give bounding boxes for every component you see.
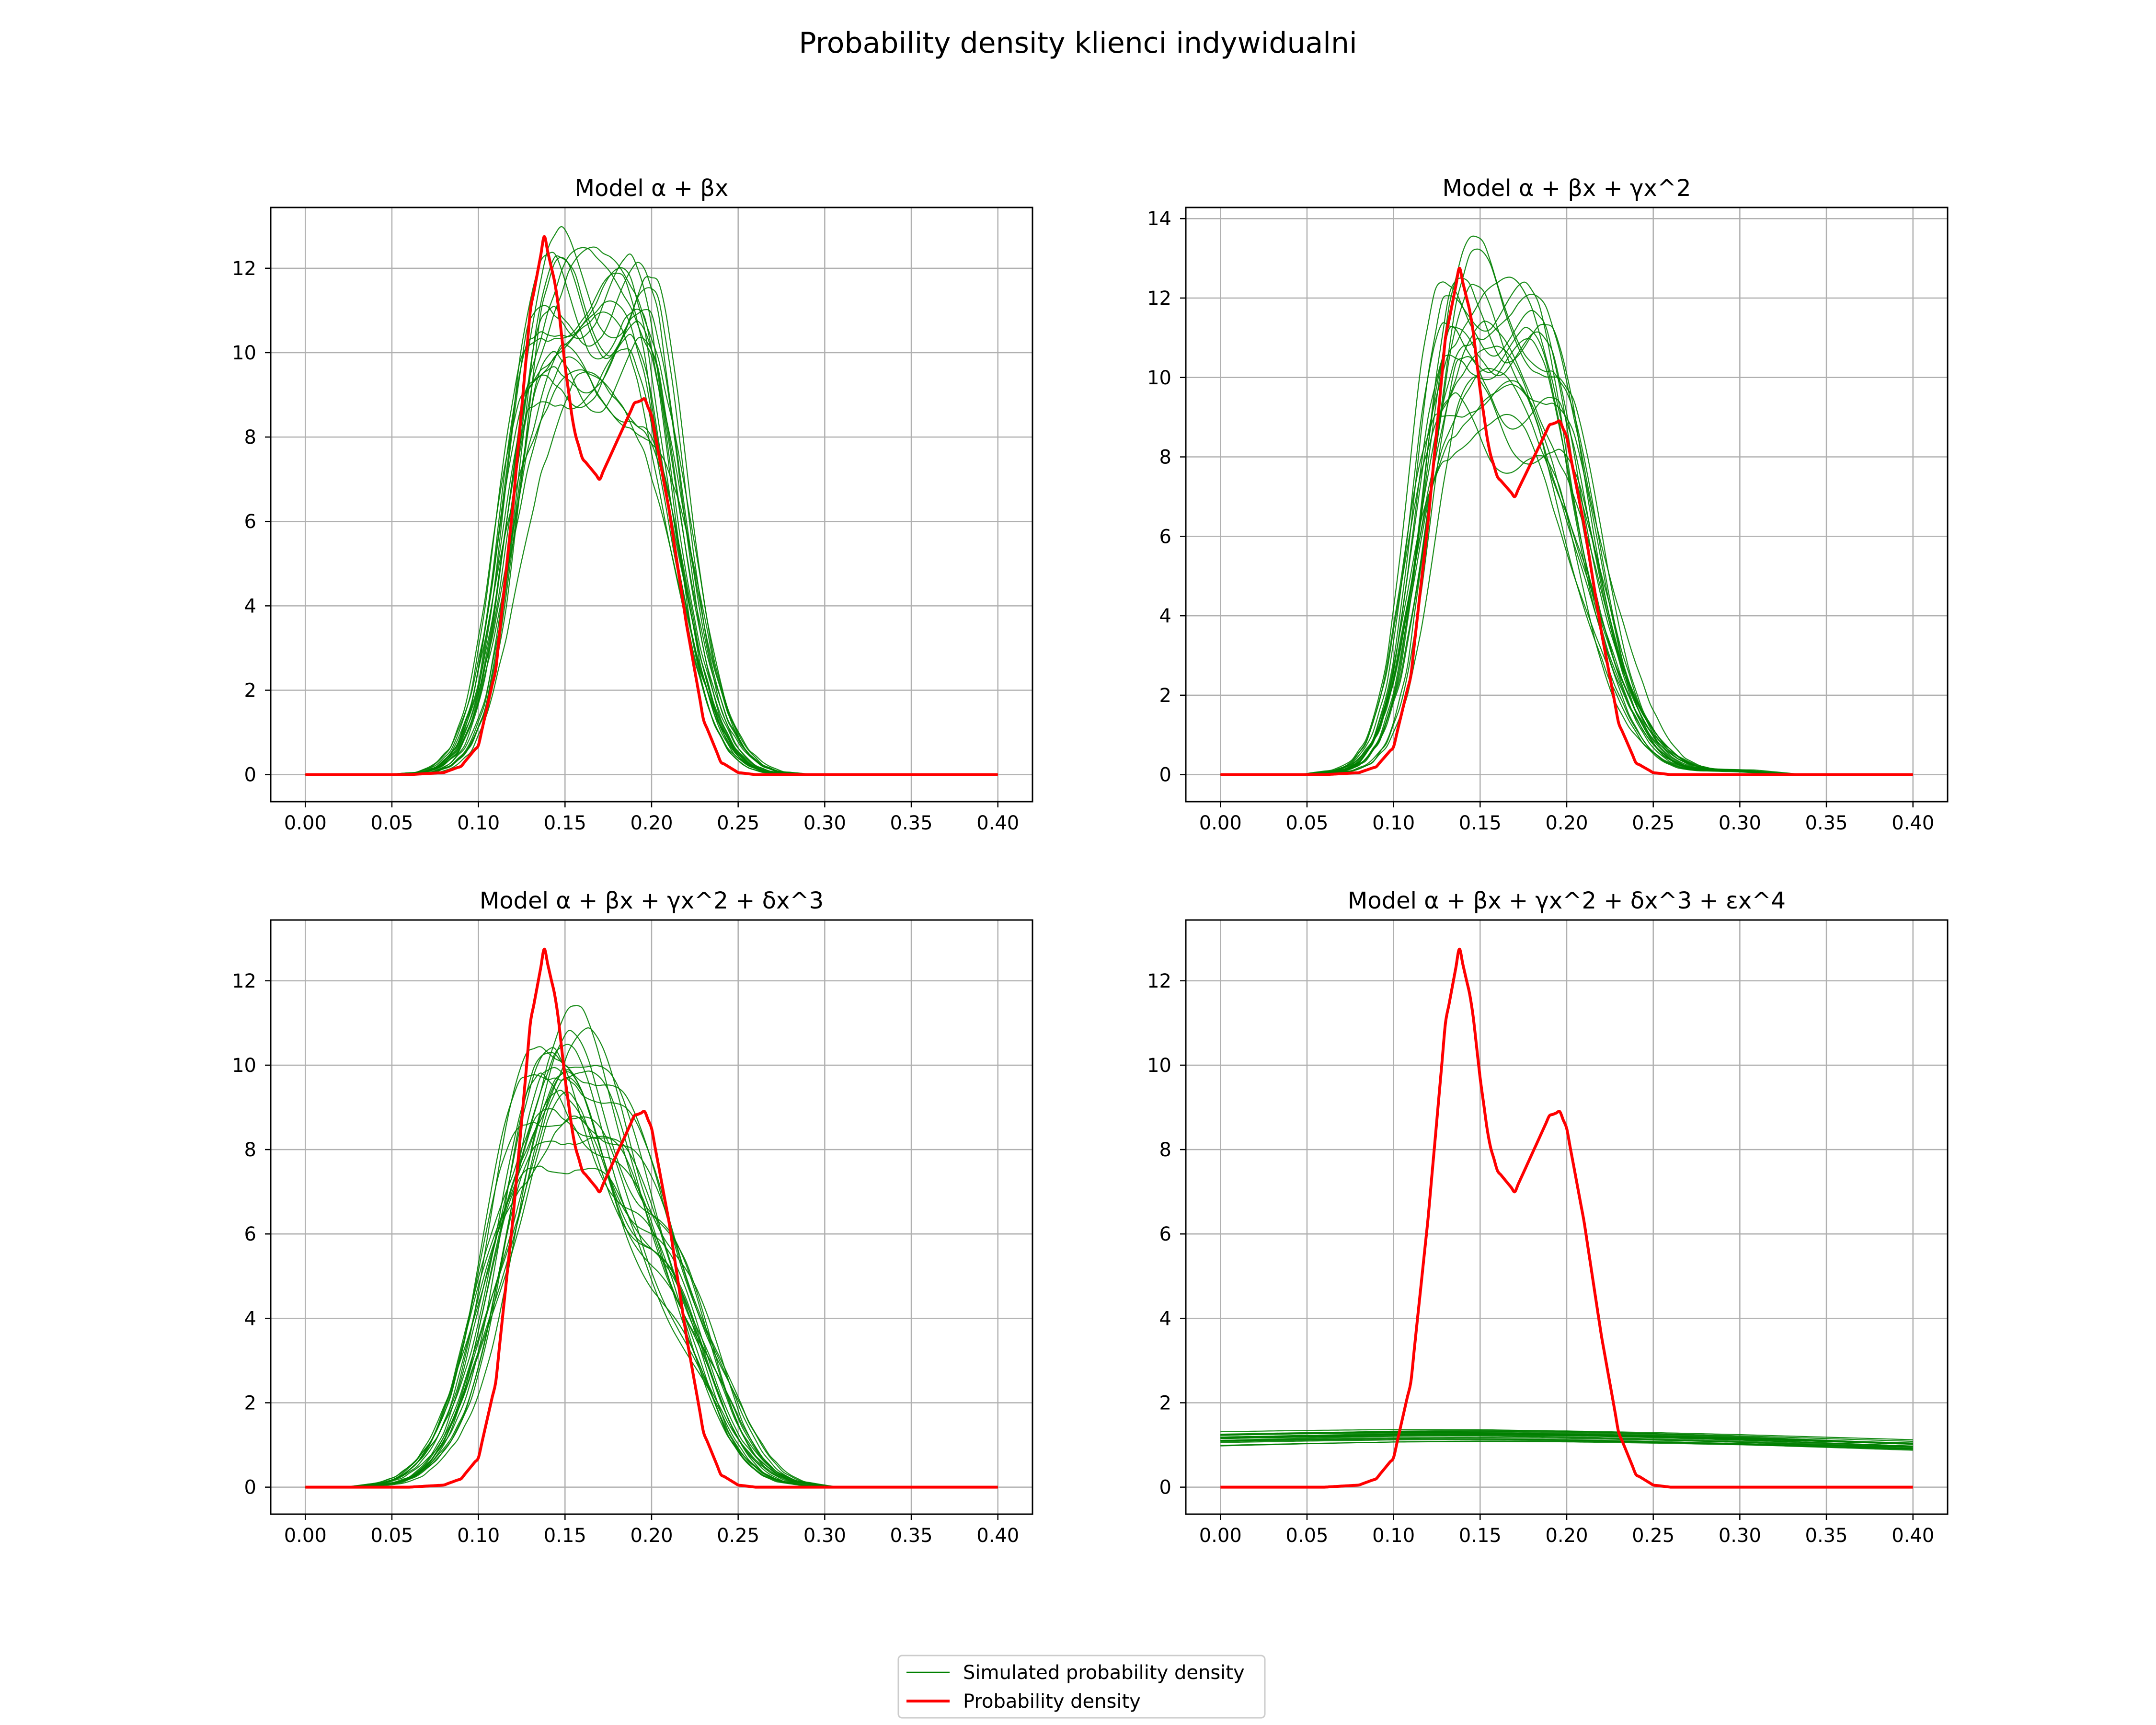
x-tick-label: 0.10 xyxy=(457,1525,500,1547)
x-tick-label: 0.05 xyxy=(1285,812,1328,834)
subplot-grid: 0.00 0.05 0.10 0.15 0.20 0.25 0.30 0.35 0.40 0 2 4 6… xyxy=(232,175,1949,1547)
axes-frame xyxy=(1185,207,1949,803)
figure-title: Probability density klienci indywidualni xyxy=(799,26,1357,60)
x-tick-label: 0.20 xyxy=(1545,1525,1588,1547)
x-tick-label: 0.00 xyxy=(1199,812,1242,834)
x-tick-label: 0.15 xyxy=(1459,812,1502,834)
subplot-4: 0.00 0.05 0.10 0.15 0.20 0.25 0.30 0.35 0.40 0 2 4 6… xyxy=(1147,887,1949,1547)
y-tick-label: 12 xyxy=(232,258,256,280)
legend-density-label: Probability density xyxy=(963,1690,1141,1713)
x-tick-label: 0.25 xyxy=(717,812,759,834)
legend-frame xyxy=(897,1655,1266,1719)
simulated-density-line xyxy=(1220,1438,1913,1451)
y-tick-label: 4 xyxy=(1159,1308,1171,1330)
y-tick-label: 0 xyxy=(244,1477,256,1499)
y-tick-label: 12 xyxy=(1147,288,1171,310)
x-tick-label: 0.05 xyxy=(370,1525,413,1547)
x-tick-label: 0.30 xyxy=(1719,1525,1761,1547)
subplot-title: Model α + βx + γx^2 + δx^3 xyxy=(480,887,824,914)
y-tick-label: 2 xyxy=(244,1392,256,1414)
simulated-density-line xyxy=(1220,1430,1913,1440)
x-tick-label: 0.40 xyxy=(976,812,1019,834)
y-tick-label: 0 xyxy=(1159,764,1171,786)
y-tick-label: 6 xyxy=(244,1223,256,1245)
x-tick-label: 0.00 xyxy=(1199,1525,1242,1547)
x-tick-label: 0.00 xyxy=(284,1525,327,1547)
plot-area xyxy=(305,947,998,1489)
simulated-density-line xyxy=(1220,1433,1913,1444)
y-tick-label: 0 xyxy=(244,764,256,786)
y-tick-label: 6 xyxy=(244,511,256,533)
legend: Simulated probability density Probabilit… xyxy=(897,1655,1266,1719)
x-tick-label: 0.10 xyxy=(1372,1525,1415,1547)
y-tick-label: 4 xyxy=(244,1308,256,1330)
probability-density-line xyxy=(305,235,998,776)
subplot-title: Model α + βx + γx^2 + δx^3 + εx^4 xyxy=(1348,887,1786,914)
subplot-1: 0.00 0.05 0.10 0.15 0.20 0.25 0.30 0.35 0.40 0 2 4 6… xyxy=(232,175,1033,834)
y-tick-label: 4 xyxy=(1159,605,1171,627)
simulated-density-line xyxy=(1220,1435,1913,1449)
x-tick-label: 0.15 xyxy=(544,1525,586,1547)
y-tick-label: 8 xyxy=(244,1139,256,1161)
x-tick-label: 0.30 xyxy=(803,812,846,834)
x-tick-label: 0.20 xyxy=(630,1525,673,1547)
x-tick-label: 0.25 xyxy=(717,1525,759,1547)
y-tick-label: 10 xyxy=(232,342,256,364)
y-tick-label: 8 xyxy=(244,426,256,448)
x-tick-label: 0.20 xyxy=(1545,812,1588,834)
x-tick-label: 0.35 xyxy=(890,812,933,834)
subplot-title: Model α + βx xyxy=(575,175,729,202)
x-tick-label: 0.10 xyxy=(457,812,500,834)
y-tick-label: 2 xyxy=(1159,685,1171,707)
x-tick-label: 0.20 xyxy=(630,812,673,834)
x-tick-label: 0.15 xyxy=(544,812,586,834)
axes-frame xyxy=(270,207,1033,803)
x-tick-label: 0.30 xyxy=(1719,812,1761,834)
plot-area xyxy=(305,226,998,776)
y-tick-label: 2 xyxy=(1159,1392,1171,1414)
x-tick-label: 0.00 xyxy=(284,812,327,834)
y-tick-label: 8 xyxy=(1159,447,1171,469)
x-tick-label: 0.25 xyxy=(1632,1525,1674,1547)
plot-area xyxy=(1220,235,1913,776)
axes-frame xyxy=(270,919,1033,1515)
y-tick-label: 4 xyxy=(244,595,256,617)
simulated-density-line xyxy=(1220,1432,1913,1447)
x-tick-label: 0.05 xyxy=(370,812,413,834)
x-tick-label: 0.40 xyxy=(1892,1525,1934,1547)
y-tick-label: 10 xyxy=(232,1055,256,1077)
y-tick-label: 12 xyxy=(232,970,256,992)
x-tick-label: 0.25 xyxy=(1632,812,1674,834)
probability-density-line xyxy=(1220,947,1913,1489)
legend-simulated-label: Simulated probability density xyxy=(963,1662,1245,1684)
probability-density-line xyxy=(1220,266,1913,776)
y-tick-label: 6 xyxy=(1159,1223,1171,1245)
y-tick-label: 8 xyxy=(1159,1139,1171,1161)
x-tick-label: 0.10 xyxy=(1372,812,1415,834)
subplot-2: 0.00 0.05 0.10 0.15 0.20 0.25 0.30 0.35 0.40 0 2 4 6… xyxy=(1147,175,1949,834)
y-tick-label: 2 xyxy=(244,680,256,702)
subplot-3: 0.00 0.05 0.10 0.15 0.20 0.25 0.30 0.35 0.40 0 2 4 6… xyxy=(232,887,1033,1547)
x-tick-label: 0.15 xyxy=(1459,1525,1502,1547)
simulated-density-line xyxy=(1220,1440,1913,1448)
y-tick-label: 12 xyxy=(1147,970,1171,992)
probability-density-line xyxy=(305,947,998,1489)
y-tick-label: 0 xyxy=(1159,1477,1171,1499)
plot-area xyxy=(1220,947,1913,1489)
x-tick-label: 0.35 xyxy=(1805,812,1848,834)
x-tick-label: 0.30 xyxy=(803,1525,846,1547)
y-tick-label: 6 xyxy=(1159,526,1171,548)
x-tick-label: 0.40 xyxy=(1892,812,1934,834)
x-tick-label: 0.35 xyxy=(890,1525,933,1547)
x-tick-label: 0.40 xyxy=(976,1525,1019,1547)
y-tick-label: 10 xyxy=(1147,367,1171,389)
axes-frame xyxy=(1185,919,1949,1515)
x-tick-label: 0.05 xyxy=(1285,1525,1328,1547)
y-tick-label: 10 xyxy=(1147,1055,1171,1077)
x-tick-label: 0.35 xyxy=(1805,1525,1848,1547)
subplot-title: Model α + βx + γx^2 xyxy=(1442,175,1691,202)
y-tick-label: 14 xyxy=(1147,208,1171,230)
